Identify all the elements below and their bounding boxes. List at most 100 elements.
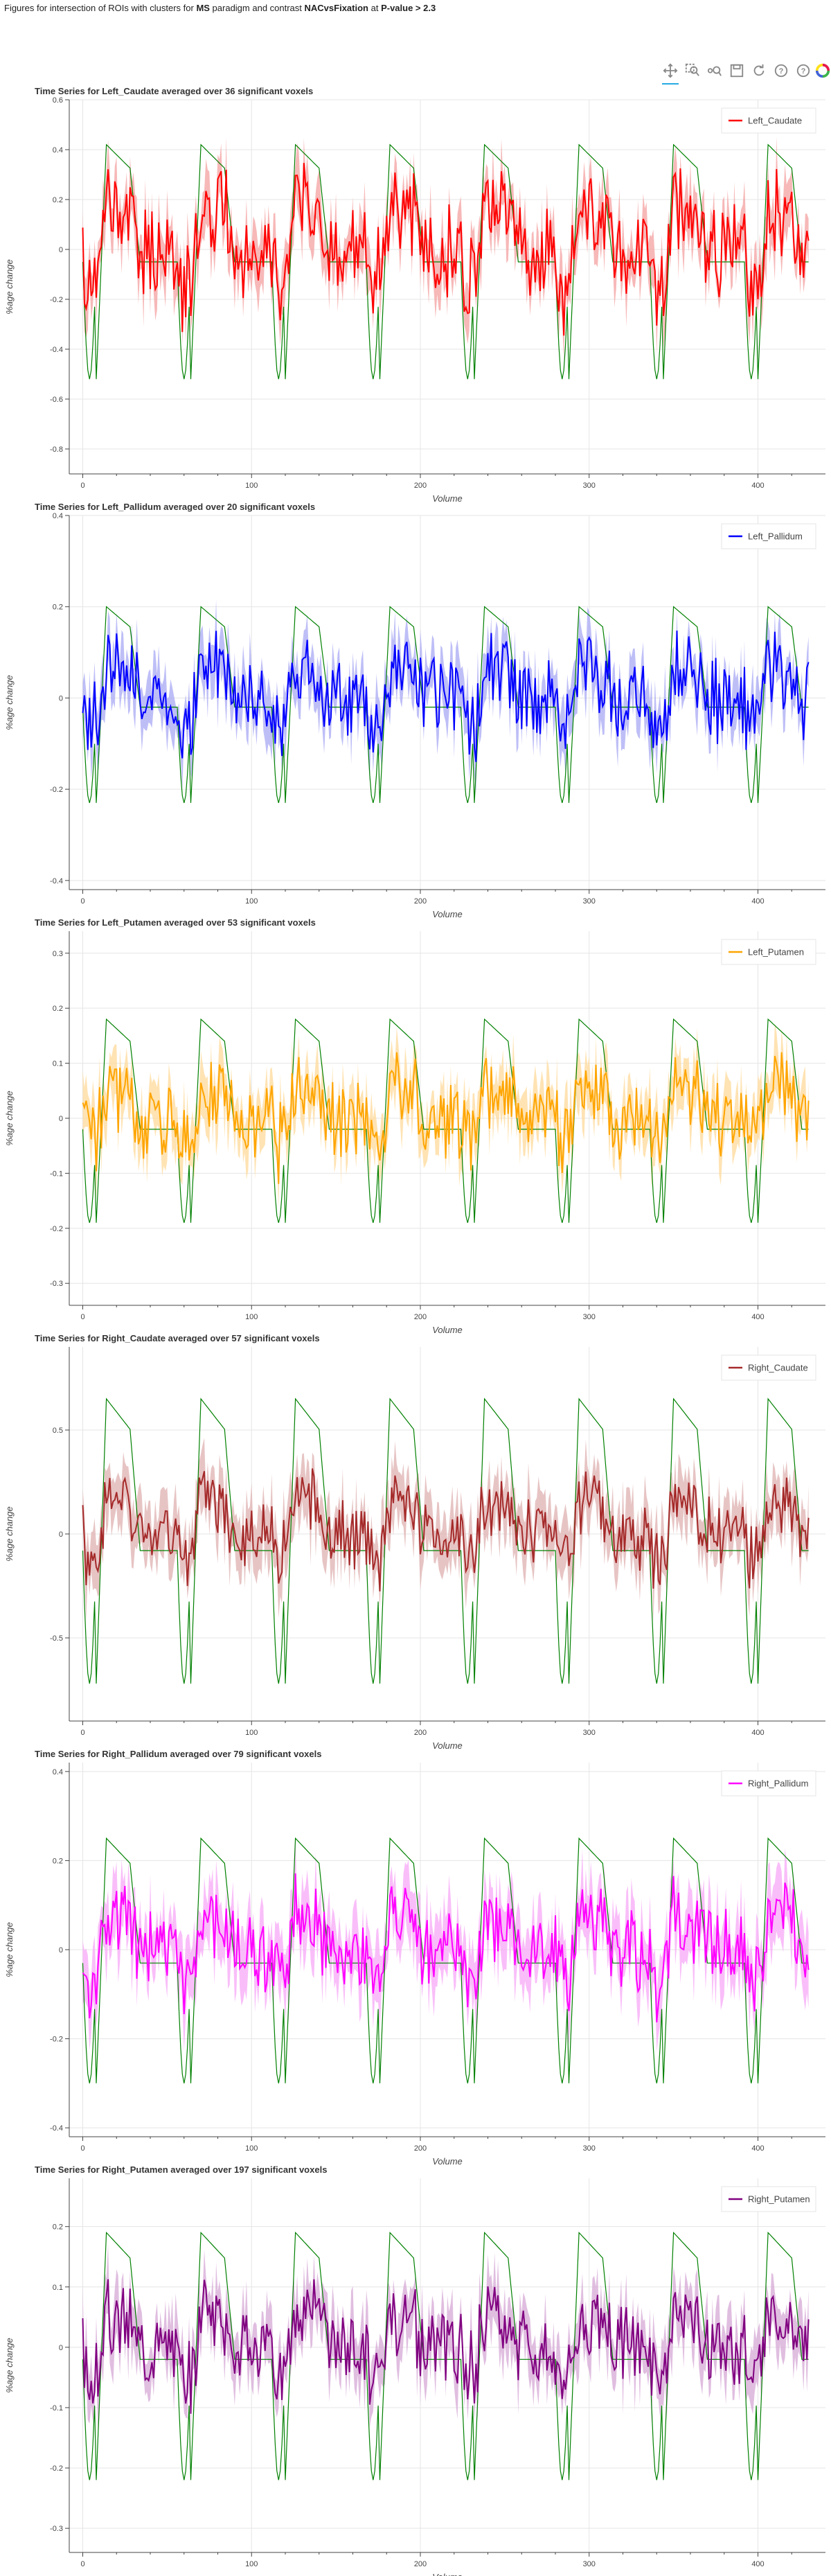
hover-help-icon: ?: [796, 64, 810, 78]
y-axis-label: %age change: [4, 259, 15, 315]
x-tick-label: 400: [751, 897, 764, 906]
x-tick-label: 100: [245, 897, 258, 906]
model-line: [82, 606, 809, 804]
x-tick-label: 300: [583, 1313, 596, 1321]
y-tick-label: -0.6: [50, 396, 63, 404]
y-tick-label: -0.4: [50, 2124, 63, 2133]
x-tick-label: 200: [414, 897, 427, 906]
series-line: [82, 630, 810, 762]
x-tick-label: 300: [583, 482, 596, 490]
y-tick-label: -0.2: [50, 296, 63, 304]
chart-panel-1[interactable]: Time Series for Left_Caudate averaged ov…: [4, 86, 825, 504]
chart-panel-3[interactable]: Time Series for Left_Putamen averaged ov…: [4, 917, 825, 1335]
y-tick-label: 0.6: [53, 96, 63, 105]
y-tick-label: 0.3: [53, 950, 63, 958]
x-tick-label: 300: [583, 897, 596, 906]
y-tick-label: 0.2: [53, 2223, 63, 2232]
x-axis-label: Volume: [432, 2156, 463, 2167]
y-tick-label: 0: [59, 2344, 63, 2352]
x-tick-label: 400: [751, 482, 764, 490]
x-tick-label: 0: [80, 2560, 84, 2568]
legend-label: Left_Putamen: [748, 947, 804, 958]
y-axis-label: %age change: [4, 1922, 15, 1977]
wheel-zoom-button[interactable]: [705, 61, 724, 80]
box-zoom-button[interactable]: [683, 61, 702, 80]
model-line: [82, 1018, 809, 1224]
model-line: [82, 1397, 809, 1684]
chart-panel-6[interactable]: Time Series for Right_Putamen averaged o…: [4, 2164, 825, 2576]
y-tick-label: 0: [59, 1946, 63, 1955]
y-tick-label: 0: [59, 1530, 63, 1539]
y-tick-label: 0.4: [53, 512, 63, 520]
y-tick-label: -0.2: [50, 1225, 63, 1233]
x-tick-label: 100: [245, 2144, 258, 2153]
box-zoom-icon: [685, 63, 699, 76]
y-axis-label: %age change: [4, 2338, 15, 2393]
x-tick-label: 0: [80, 1313, 84, 1321]
y-axis-label: %age change: [4, 1506, 15, 1562]
legend[interactable]: Right_Pallidum: [721, 1770, 816, 1797]
y-axis-label: %age change: [4, 675, 15, 730]
chart-panel-2[interactable]: Time Series for Left_Pallidum averaged o…: [4, 502, 825, 919]
series-line: [82, 1873, 810, 2022]
x-tick-label: 100: [245, 1729, 258, 1737]
x-tick-label: 100: [245, 2560, 258, 2568]
x-tick-label: 0: [80, 2144, 84, 2153]
x-tick-label: 400: [751, 2144, 764, 2153]
legend-label: Right_Caudate: [748, 1363, 808, 1373]
x-axis-label: Volume: [432, 1740, 463, 1751]
y-tick-label: 0.2: [53, 1005, 63, 1013]
pan-tool-icon: [663, 63, 678, 78]
x-tick-label: 100: [245, 482, 258, 490]
chart-title: Time Series for Left_Putamen averaged ov…: [35, 917, 316, 928]
legend[interactable]: Left_Caudate: [721, 107, 816, 134]
plot-toolbar: ? ?: [658, 61, 831, 86]
legend[interactable]: Left_Putamen: [721, 939, 816, 965]
legend[interactable]: Right_Caudate: [721, 1355, 816, 1381]
chart-panel-4[interactable]: Time Series for Right_Caudate averaged o…: [4, 1333, 825, 1751]
chart-title: Time Series for Right_Putamen averaged o…: [35, 2164, 327, 2175]
reset-button[interactable]: [749, 61, 769, 80]
y-tick-label: 0.1: [53, 1060, 63, 1068]
help-button[interactable]: ?: [771, 61, 791, 80]
series-line: [82, 1468, 810, 1591]
wheel-zoom-icon: [707, 66, 722, 76]
x-axis-label: Volume: [432, 2572, 463, 2576]
hover-help-button[interactable]: ?: [794, 61, 813, 80]
pan-tool-button[interactable]: [661, 61, 680, 85]
save-button[interactable]: [727, 61, 747, 80]
y-tick-label: 0.4: [53, 146, 63, 155]
chart-panel-5[interactable]: Time Series for Right_Pallidum averaged …: [4, 1749, 825, 2167]
bokeh-logo-button[interactable]: [813, 61, 831, 80]
series-line: [82, 163, 810, 336]
legend-label: Left_Pallidum: [748, 531, 803, 542]
y-tick-label: 0: [59, 1115, 63, 1123]
y-tick-label: -0.4: [50, 346, 63, 354]
legend-label: Left_Caudate: [748, 116, 802, 126]
series-line: [82, 1052, 810, 1184]
x-tick-label: 200: [414, 2144, 427, 2153]
x-tick-label: 200: [414, 2560, 427, 2568]
y-tick-label: -0.1: [50, 2404, 63, 2412]
y-tick-label: 0.1: [53, 2284, 63, 2292]
model-line: [82, 1837, 809, 2084]
x-tick-label: 400: [751, 1313, 764, 1321]
legend[interactable]: Right_Putamen: [721, 2186, 816, 2212]
y-tick-label: -0.2: [50, 786, 63, 794]
save-icon: [730, 64, 744, 78]
y-tick-label: -0.5: [50, 1634, 63, 1643]
y-tick-label: 0.5: [53, 1427, 63, 1435]
reset-icon: [753, 64, 765, 76]
bokeh-logo-icon: [815, 63, 830, 78]
y-tick-label: 0.4: [53, 1768, 63, 1776]
legend[interactable]: Left_Pallidum: [721, 523, 816, 549]
chart-title: Time Series for Right_Pallidum averaged …: [35, 1749, 321, 1759]
y-tick-label: 0.2: [53, 603, 63, 612]
x-axis-label: Volume: [432, 909, 463, 919]
x-tick-label: 0: [80, 897, 84, 906]
confidence-band: [82, 2244, 809, 2435]
y-tick-label: -0.2: [50, 2464, 63, 2473]
y-tick-label: 0: [59, 246, 63, 254]
svg-text:?: ?: [779, 67, 784, 76]
